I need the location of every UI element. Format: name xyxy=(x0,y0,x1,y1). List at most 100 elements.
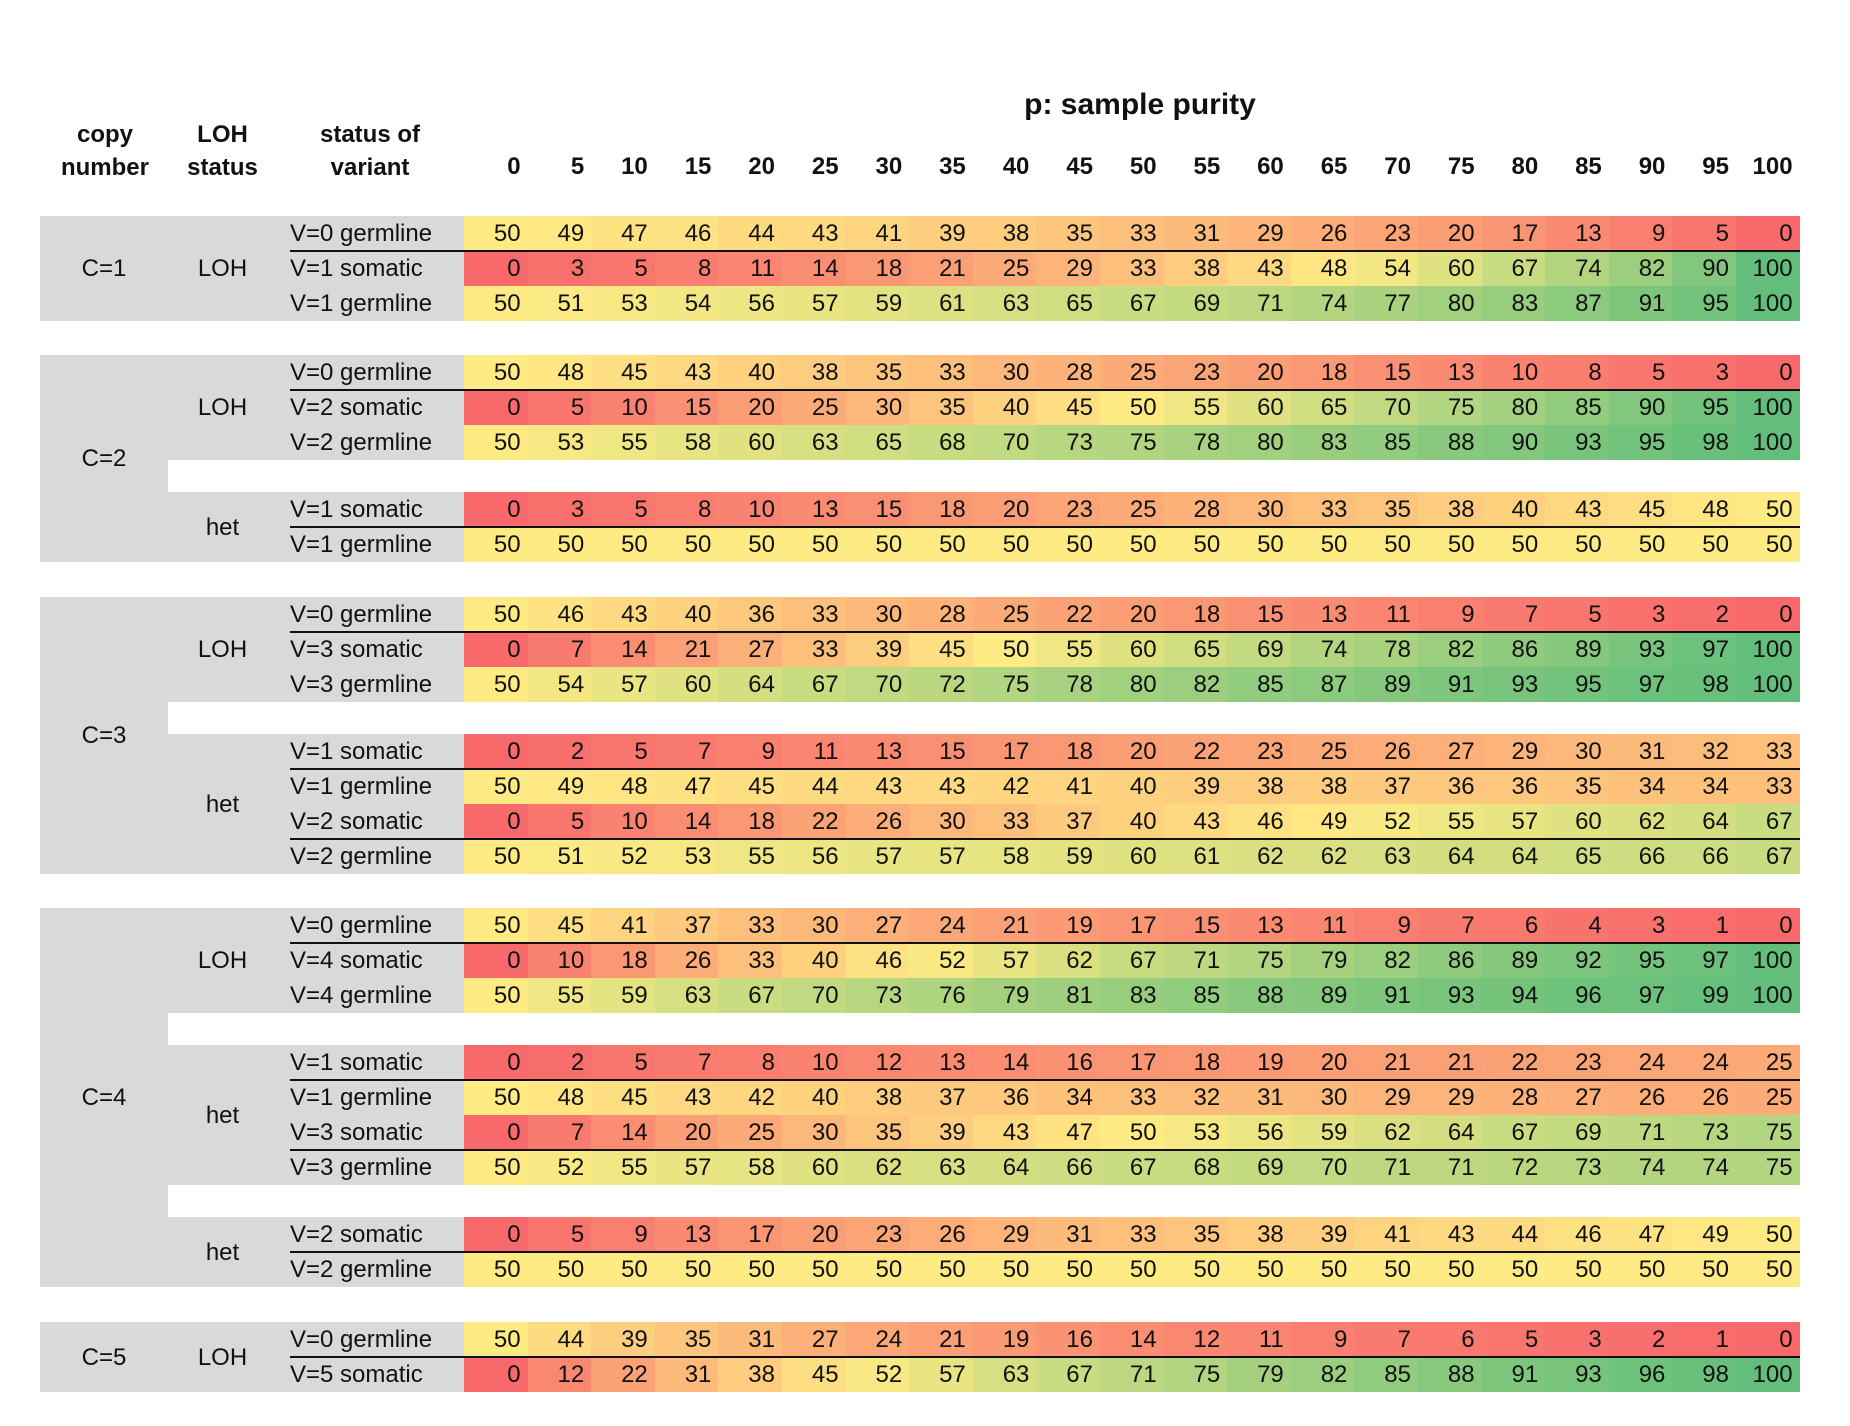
vaf-cell: 30 xyxy=(1227,492,1291,527)
vaf-cell: 29 xyxy=(1354,1080,1418,1115)
purity-col-90: 90 xyxy=(1638,153,1666,180)
vaf-cell: 31 xyxy=(718,1322,782,1357)
vaf-cell: 67 xyxy=(1736,804,1800,839)
vaf-cell: 37 xyxy=(654,908,719,943)
vaf-cell: 24 xyxy=(909,908,973,943)
vaf-cell: 95 xyxy=(1545,667,1609,702)
vaf-cell: 48 xyxy=(591,769,655,804)
vaf-cell: 33 xyxy=(1100,1217,1164,1252)
vaf-cell: 65 xyxy=(1163,632,1228,667)
vaf-cell: 74 xyxy=(1672,1150,1736,1185)
vaf-cell: 33 xyxy=(972,804,1037,839)
vaf-cell: 50 xyxy=(1608,527,1673,562)
vaf-cell: 5 xyxy=(1545,597,1609,632)
vaf-cell: 35 xyxy=(1545,769,1609,804)
copy-number-panel xyxy=(40,216,464,321)
purity-col-50: 50 xyxy=(1129,153,1157,180)
vaf-cell: 9 xyxy=(1354,908,1418,943)
vaf-cell: 15 xyxy=(654,390,719,425)
purity-col-100: 100 xyxy=(1752,153,1793,180)
vaf-cell: 70 xyxy=(782,978,846,1013)
vaf-cell: 37 xyxy=(1354,769,1418,804)
purity-col-35: 35 xyxy=(939,153,966,180)
vaf-cell: 38 xyxy=(1227,769,1291,804)
vaf-cell: 91 xyxy=(1418,667,1482,702)
vaf-cell: 7 xyxy=(1481,597,1546,632)
vaf-cell: 20 xyxy=(1290,1045,1355,1080)
vaf-cell: 0 xyxy=(1736,908,1800,943)
vaf-cell: 45 xyxy=(527,908,592,943)
vaf-cell: 22 xyxy=(591,1357,655,1392)
vaf-cell: 0 xyxy=(1736,216,1800,251)
vaf-cell: 93 xyxy=(1545,425,1609,460)
vaf-cell: 15 xyxy=(1163,908,1228,943)
vaf-cell: 98 xyxy=(1672,667,1736,702)
vaf-cell: 22 xyxy=(1036,597,1100,632)
vaf-cell: 10 xyxy=(591,390,655,425)
vaf-cell: 100 xyxy=(1736,286,1800,321)
vaf-cell: 25 xyxy=(1100,492,1164,527)
vaf-cell: 50 xyxy=(718,1252,782,1287)
vaf-cell: 25 xyxy=(1100,355,1164,390)
vaf-cell: 50 xyxy=(464,425,528,460)
vaf-cell: 38 xyxy=(1227,1217,1291,1252)
row-separator xyxy=(290,631,1800,633)
vaf-cell: 93 xyxy=(1481,667,1546,702)
vaf-cell: 33 xyxy=(718,943,782,978)
vaf-cell: 50 xyxy=(845,527,910,562)
vaf-cell: 50 xyxy=(1481,1252,1546,1287)
vaf-cell: 50 xyxy=(1736,1217,1800,1252)
vaf-cell: 10 xyxy=(1481,355,1546,390)
purity-col-80: 80 xyxy=(1511,153,1539,180)
header-loh-line2: status xyxy=(187,154,258,181)
vaf-cell: 60 xyxy=(782,1150,846,1185)
vaf-cell: 91 xyxy=(1608,286,1673,321)
vaf-cell: 23 xyxy=(1545,1045,1609,1080)
purity-col-20: 20 xyxy=(748,153,775,180)
vaf-cell: 50 xyxy=(1036,527,1100,562)
vaf-cell: 55 xyxy=(718,839,782,874)
vaf-cell: 52 xyxy=(909,943,973,978)
vaf-cell: 41 xyxy=(1036,769,1100,804)
vaf-cell: 71 xyxy=(1163,943,1228,978)
vaf-cell: 90 xyxy=(1608,390,1673,425)
vaf-cell: 66 xyxy=(1036,1150,1100,1185)
header-loh-status: LOH status xyxy=(170,118,275,184)
vaf-cell: 40 xyxy=(1100,769,1164,804)
vaf-cell: 50 xyxy=(464,769,528,804)
vaf-cell: 35 xyxy=(1354,492,1418,527)
vaf-cell: 42 xyxy=(972,769,1037,804)
vaf-cell: 44 xyxy=(782,769,846,804)
vaf-cell: 78 xyxy=(1354,632,1418,667)
vaf-cell: 16 xyxy=(1036,1322,1100,1357)
vaf-cell: 50 xyxy=(464,839,528,874)
vaf-cell: 15 xyxy=(845,492,910,527)
vaf-cell: 44 xyxy=(718,216,782,251)
vaf-cell: 56 xyxy=(782,839,846,874)
vaf-cell: 34 xyxy=(1608,769,1673,804)
vaf-cell: 33 xyxy=(782,632,846,667)
vaf-cell: 94 xyxy=(1481,978,1546,1013)
vaf-cell: 50 xyxy=(654,527,719,562)
vaf-cell: 15 xyxy=(1227,597,1291,632)
vaf-cell: 35 xyxy=(845,1115,910,1150)
vaf-cell: 68 xyxy=(1163,1150,1228,1185)
vaf-cell: 43 xyxy=(654,1080,719,1115)
loh-status-label: LOH xyxy=(197,947,248,974)
vaf-cell: 55 xyxy=(591,425,655,460)
vaf-cell: 95 xyxy=(1608,943,1673,978)
vaf-cell: 43 xyxy=(782,216,846,251)
variant-status-label: V=3 somatic xyxy=(290,636,423,663)
vaf-cell: 50 xyxy=(1227,527,1291,562)
loh-status-label: LOH xyxy=(197,1343,248,1371)
vaf-cell: 59 xyxy=(1036,839,1100,874)
vaf-cell: 74 xyxy=(1608,1150,1673,1185)
vaf-cell: 55 xyxy=(591,1150,655,1185)
vaf-cell: 71 xyxy=(1354,1150,1418,1185)
vaf-cell: 21 xyxy=(972,908,1037,943)
row-separator xyxy=(290,389,1800,391)
vaf-cell: 30 xyxy=(845,597,910,632)
vaf-cell: 2 xyxy=(527,734,592,769)
vaf-cell: 25 xyxy=(782,390,846,425)
vaf-cell: 5 xyxy=(591,1045,655,1080)
